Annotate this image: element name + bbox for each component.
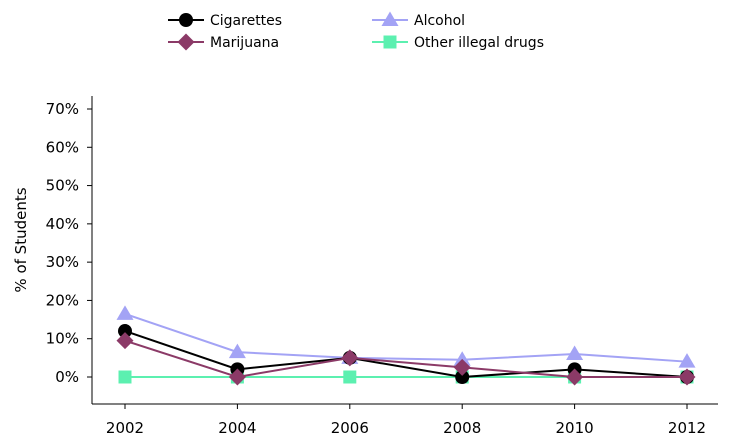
data-point	[678, 368, 696, 386]
data-point	[455, 370, 470, 384]
data-point	[228, 368, 246, 386]
y-tick-label: 40%	[46, 215, 79, 233]
axes: 0% 10% 20% 30% 40% 50% 60% 70% 2002 2004 2006 2008 2…	[12, 96, 718, 437]
data-point	[228, 343, 246, 359]
legend-item: Marijuana	[168, 33, 279, 51]
data-point	[566, 368, 584, 386]
legend-item: Cigarettes	[168, 13, 282, 29]
data-point	[116, 305, 134, 320]
x-tick-label: 2006	[331, 419, 369, 437]
legend-marker	[179, 13, 193, 27]
series-line	[124, 339, 687, 379]
data-point	[453, 351, 471, 366]
y-tick-label: 0%	[55, 368, 79, 386]
legend: Cigarettes Alcohol Marijuana Other illegal …	[168, 11, 544, 51]
y-axis-title: % of Students	[12, 187, 30, 292]
y-tick-label: 20%	[46, 291, 79, 309]
y-tick-label: 30%	[46, 253, 79, 271]
y-tick-label: 10%	[46, 330, 79, 348]
legend-marker	[381, 11, 399, 26]
x-tick-label: 2012	[668, 419, 706, 437]
data-point	[343, 370, 357, 384]
series-line	[124, 312, 688, 363]
x-tick-label: 2010	[556, 419, 594, 437]
series-cigarettes	[118, 324, 694, 384]
data-point	[118, 324, 132, 339]
x-tick-label: 2008	[443, 419, 481, 437]
legend-label: Alcohol	[414, 13, 465, 29]
x-tick-label: 2004	[218, 419, 256, 437]
series-line	[124, 330, 688, 379]
legend-item: Other illegal drugs	[372, 35, 544, 51]
data-point	[566, 345, 584, 361]
x-tick-label: 2002	[106, 419, 144, 437]
legend-label: Marijuana	[210, 35, 279, 51]
data-point	[453, 358, 471, 376]
y-tick-label: 50%	[46, 177, 79, 195]
legend-label: Cigarettes	[210, 13, 282, 29]
series-marijuana	[116, 332, 696, 386]
data-point	[118, 370, 132, 384]
data-point	[678, 353, 696, 368]
legend-item: Alcohol	[372, 11, 465, 29]
legend-marker	[383, 35, 397, 49]
series-layer	[116, 305, 696, 386]
legend-label: Other illegal drugs	[414, 35, 544, 51]
legend-marker	[177, 33, 195, 51]
y-tick-label: 70%	[46, 100, 79, 118]
data-point	[116, 332, 134, 350]
y-tick-label: 60%	[46, 138, 79, 156]
data-point	[341, 349, 359, 367]
